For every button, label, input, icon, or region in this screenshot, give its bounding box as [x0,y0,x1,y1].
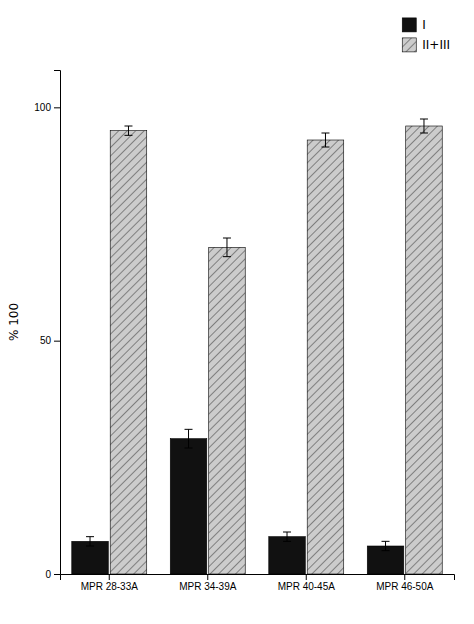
x-tick: MPR 28-33A [81,574,139,592]
x-tick-mark [207,574,208,580]
x-tick-label: MPR 40-45A [278,581,336,592]
y-tick: 100 [34,102,60,113]
error-bar [124,126,132,135]
x-tick-label: MPR 46-50A [376,581,434,592]
y-tick: 0 [45,569,60,580]
x-tick-mark [306,574,307,580]
y-tick-label: 50 [40,335,52,346]
error-bar [382,541,390,550]
y-tick-mark [54,341,60,342]
legend-label: II+III [422,38,450,52]
plot: 050100MPR 28-33AMPR 34-39AMPR 40-45AMPR … [34,71,454,593]
y-axis-line [54,71,61,575]
y-tick: 50 [40,335,60,346]
legend-items: I II+III [402,18,450,52]
legend-swatch [402,18,416,32]
error-bar [86,537,94,546]
error-bar [420,119,428,133]
legend-item: I [402,18,426,32]
bar [209,247,246,574]
error-bar [283,532,291,541]
chart-container: 050100MPR 28-33AMPR 34-39AMPR 40-45AMPR … [0,0,474,624]
error-bar [185,429,193,448]
x-tick: MPR 34-39A [179,574,237,592]
x-axis: MPR 28-33A MPR 34-39A MPR 40-45A MPR 46-50A [61,574,455,592]
y-axis-title: % 100 [7,303,21,341]
x-tick-mark [404,574,405,580]
bar [269,537,306,574]
series [110,119,442,574]
legend-label: I [422,18,426,32]
legend: I II+III [402,18,450,52]
error-bar [223,238,231,257]
marks [72,119,442,574]
x-tick-label: MPR 34-39A [179,581,237,592]
error-bar [321,133,329,147]
legend-item: II+III [402,38,450,52]
legend-swatch [402,38,416,52]
y-axis: 0 50 100 [34,71,60,580]
x-tick: MPR 40-45A [278,574,336,592]
bar [170,439,207,574]
bar [110,131,147,574]
y-tick-mark [54,107,60,108]
x-tick: MPR 46-50A [376,574,434,592]
bar [307,140,344,574]
y-tick-mark [54,574,60,575]
chart-svg: 050100MPR 28-33AMPR 34-39AMPR 40-45AMPR … [0,0,474,624]
x-axis-line [61,575,455,581]
x-tick-mark [109,574,110,580]
y-tick-label: 0 [45,569,51,580]
x-tick-label: MPR 28-33A [81,581,139,592]
bar [406,126,443,574]
y-tick-label: 100 [34,102,51,113]
